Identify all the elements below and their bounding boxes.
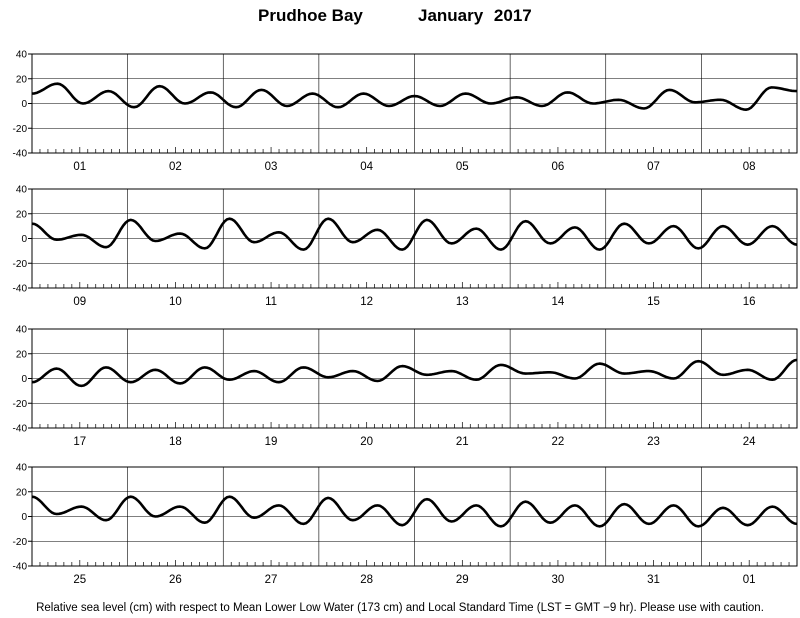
y-tick-label: -20 [13, 124, 28, 135]
day-label: 13 [456, 296, 469, 308]
tide-curve [31, 82, 798, 111]
tide-curve [31, 358, 798, 388]
day-label: 25 [73, 574, 86, 586]
panel-2: -40 -20 0 20 40 09 10 11 12 13 14 15 16 [13, 185, 798, 308]
day-label: 31 [647, 574, 660, 586]
day-label: 21 [456, 436, 469, 448]
day-label: 28 [360, 574, 373, 586]
panel-frame [31, 466, 798, 567]
chart-footnote: Relative sea level (cm) with respect to … [36, 602, 764, 614]
y-tick-label: -40 [13, 149, 28, 160]
y-tick-label: 40 [16, 325, 28, 336]
day-label: 07 [647, 161, 660, 173]
y-tick-label: 0 [21, 374, 27, 385]
day-label: 12 [360, 296, 373, 308]
y-tick-label: 0 [21, 512, 27, 523]
day-label: 16 [743, 296, 756, 308]
tide-curve [31, 495, 798, 528]
y-tick-label: -40 [13, 284, 28, 295]
day-label: 05 [456, 161, 469, 173]
day-label: 01 [73, 161, 86, 173]
y-tick-label: 40 [16, 50, 28, 61]
y-tick-label: -40 [13, 424, 28, 435]
y-tick-label: 40 [16, 185, 28, 196]
day-label: 26 [169, 574, 182, 586]
panel-1: -40 -20 0 20 40 01 02 03 04 05 06 07 08 [13, 50, 798, 173]
day-label: 29 [456, 574, 469, 586]
panel-4: -40 -20 0 20 40 25 26 27 28 29 30 31 01 [13, 463, 798, 586]
day-label: 06 [552, 161, 565, 173]
y-tick-label: 20 [16, 487, 28, 498]
day-label: 03 [265, 161, 278, 173]
y-tick-label: -20 [13, 259, 28, 270]
day-label: 08 [743, 161, 756, 173]
day-label: 23 [647, 436, 660, 448]
day-label: 20 [360, 436, 373, 448]
y-tick-label: 20 [16, 74, 28, 85]
day-label: 09 [73, 296, 86, 308]
y-tick-label: 20 [16, 349, 28, 360]
y-tick-label: -20 [13, 537, 28, 548]
y-tick-label: 40 [16, 463, 28, 474]
day-label: 01 [743, 574, 756, 586]
day-label: 10 [169, 296, 182, 308]
y-tick-label: -20 [13, 399, 28, 410]
day-label: 14 [552, 296, 565, 308]
day-label: 04 [360, 161, 373, 173]
panel-3: -40 -20 0 20 40 17 18 19 20 21 22 23 24 [13, 325, 798, 448]
day-label: 27 [265, 574, 278, 586]
panel-frame [31, 53, 798, 154]
day-label: 15 [647, 296, 660, 308]
y-tick-label: 0 [21, 99, 27, 110]
day-label: 17 [73, 436, 86, 448]
panel-frame [31, 328, 798, 429]
day-label: 19 [265, 436, 278, 448]
day-label: 02 [169, 161, 182, 173]
day-label: 24 [743, 436, 756, 448]
day-label: 11 [265, 296, 277, 308]
day-label: 30 [552, 574, 565, 586]
chart-title-month: January 2017 [418, 6, 532, 25]
y-tick-label: 20 [16, 209, 28, 220]
y-tick-label: -40 [13, 562, 28, 573]
tide-curve [31, 217, 798, 251]
day-label: 22 [552, 436, 565, 448]
day-label: 18 [169, 436, 182, 448]
panel-frame [31, 188, 798, 289]
chart-title-station: Prudhoe Bay [258, 6, 363, 25]
y-tick-label: 0 [21, 234, 27, 245]
